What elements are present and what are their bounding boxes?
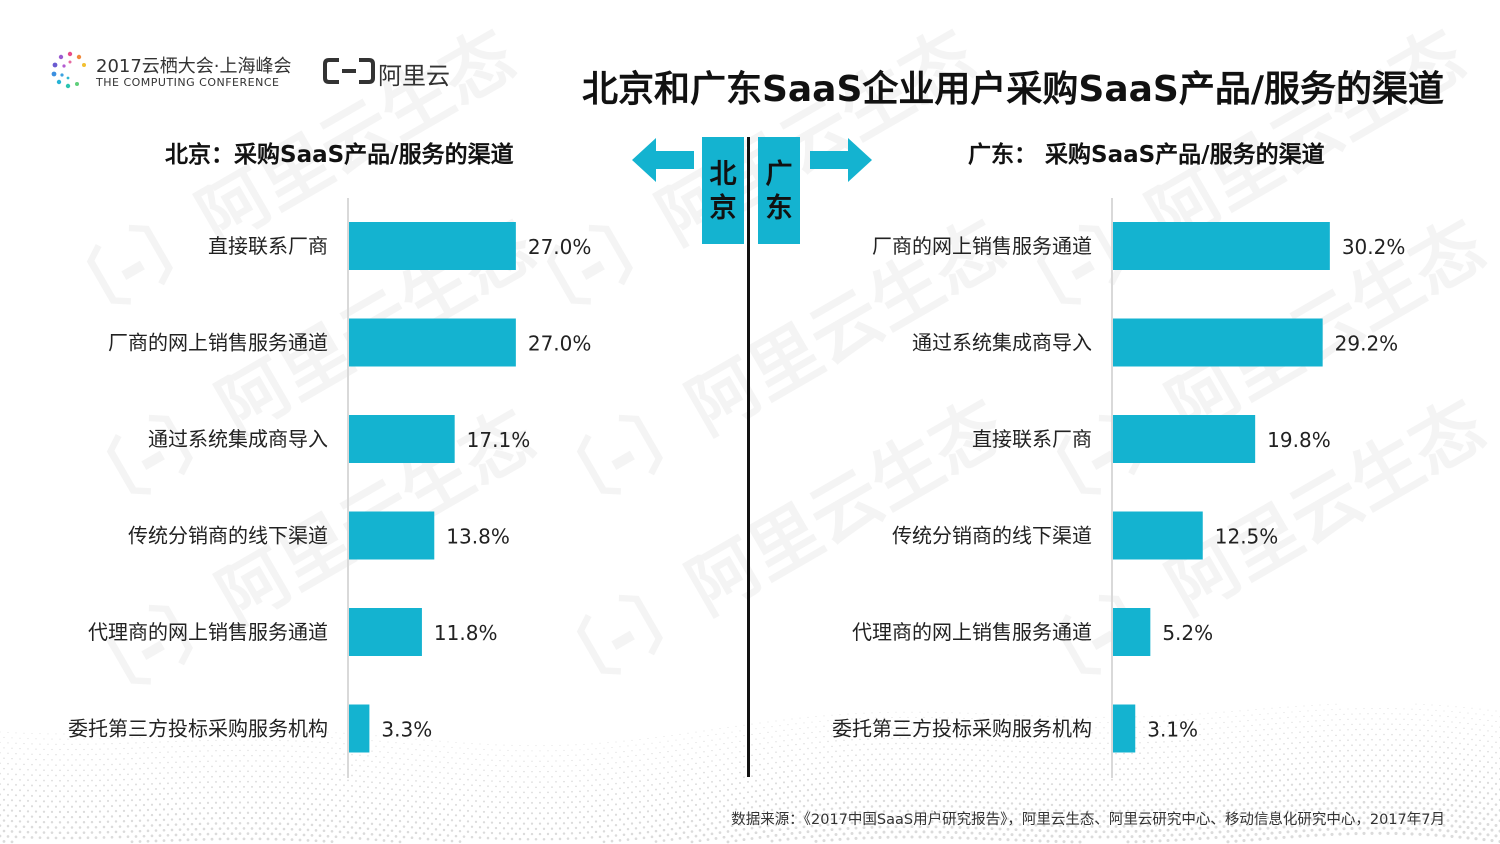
- guangdong-chart-title: 广东： 采购SaaS产品/服务的渠道: [968, 142, 1325, 168]
- beijing-value-label: 27.0%: [528, 332, 592, 356]
- brand-name: 阿里云: [378, 62, 450, 90]
- aliyun-logo-icon: [323, 58, 375, 84]
- guangdong-category-label: 厂商的网上销售服务通道: [872, 234, 1092, 258]
- arrow-left-icon: [632, 138, 694, 182]
- beijing-bar: [349, 222, 516, 270]
- page-title: 北京和广东SaaS企业用户采购SaaS产品/服务的渠道: [581, 69, 1444, 110]
- beijing-value-label: 13.8%: [446, 525, 510, 549]
- guangdong-category-label: 委托第三方投标采购服务机构: [832, 717, 1092, 741]
- guangdong-category-label: 直接联系厂商: [972, 427, 1092, 451]
- beijing-category-label: 代理商的网上销售服务通道: [88, 620, 328, 644]
- guangdong-bar: [1113, 704, 1136, 753]
- beijing-value-label: 17.1%: [467, 428, 531, 452]
- conference-subtitle: THE COMPUTING CONFERENCE: [96, 76, 280, 89]
- guangdong-category-label: 传统分销商的线下渠道: [892, 524, 1092, 548]
- guangdong-value-label: 12.5%: [1215, 525, 1279, 549]
- beijing-bar: [349, 318, 516, 367]
- guangdong-label-char: 广: [765, 159, 793, 190]
- beijing-category-label: 传统分销商的线下渠道: [128, 524, 328, 548]
- guangdong-value-label: 19.8%: [1267, 428, 1331, 452]
- dotted-wave-background: [0, 703, 1500, 844]
- beijing-chart-title: 北京：采购SaaS产品/服务的渠道: [165, 142, 514, 168]
- beijing-category-label: 通过系统集成商导入: [148, 427, 328, 451]
- beijing-bar: [349, 704, 370, 753]
- beijing-label-box: 北 京: [702, 137, 744, 244]
- guangdong-value-label: 5.2%: [1162, 621, 1213, 645]
- guangdong-category-label: 通过系统集成商导入: [912, 331, 1092, 355]
- beijing-bar: [349, 511, 435, 560]
- beijing-category-label: 厂商的网上销售服务通道: [108, 331, 328, 355]
- guangdong-bar: [1113, 415, 1256, 463]
- guangdong-value-label: 30.2%: [1342, 235, 1406, 259]
- guangdong-bar: [1113, 318, 1323, 367]
- computing-conference-logo-icon: [51, 51, 86, 89]
- guangdong-value-label: 3.1%: [1147, 718, 1198, 742]
- guangdong-bar: [1113, 222, 1330, 270]
- beijing-bar: [349, 608, 422, 656]
- conference-title: 2017云栖大会·上海峰会: [96, 56, 292, 77]
- beijing-label-char: 北: [709, 159, 737, 190]
- beijing-category-label: 委托第三方投标采购服务机构: [68, 717, 328, 741]
- guangdong-bar: [1113, 511, 1203, 560]
- arrow-right-icon: [810, 138, 872, 182]
- guangdong-bar-chart: 厂商的网上销售服务通道 30.2% 通过系统集成商导入 29.2% 直接联系厂商 19.8…: [832, 198, 1406, 778]
- guangdong-bar: [1113, 608, 1151, 656]
- beijing-category-label: 直接联系厂商: [208, 234, 328, 258]
- center-divider: [747, 137, 750, 777]
- guangdong-label-box: 广 东: [758, 137, 800, 244]
- guangdong-category-label: 代理商的网上销售服务通道: [852, 620, 1092, 644]
- beijing-value-label: 3.3%: [381, 718, 432, 742]
- beijing-label-char: 京: [709, 193, 737, 224]
- guangdong-value-label: 29.2%: [1335, 332, 1399, 356]
- data-source-note: 数据来源：《2017中国SaaS用户研究报告》，阿里云生态、阿里云研究中心、移动…: [731, 812, 1445, 828]
- beijing-bar: [349, 415, 455, 463]
- beijing-bar-chart: 直接联系厂商 27.0% 厂商的网上销售服务通道 27.0% 通过系统集成商导入 17.1…: [68, 198, 592, 778]
- guangdong-label-char: 东: [765, 193, 793, 224]
- beijing-value-label: 11.8%: [434, 621, 498, 645]
- beijing-value-label: 27.0%: [528, 235, 592, 259]
